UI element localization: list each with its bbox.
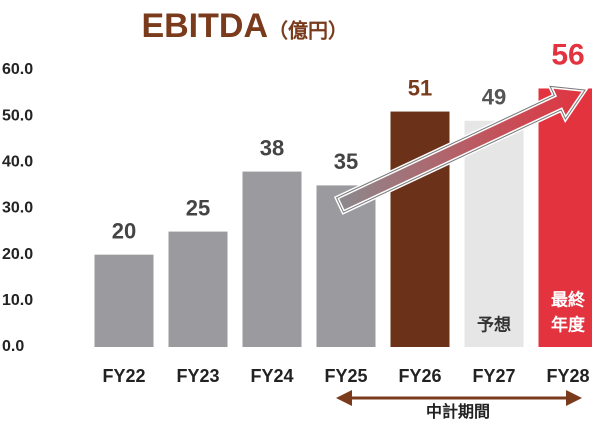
period-label: 中計期間 [426, 402, 490, 421]
trend-arrow-outline [335, 85, 586, 213]
bar [94, 254, 154, 347]
x-tick-label: FY25 [324, 366, 367, 386]
value-label: 56 [551, 38, 584, 71]
chart-subtitle: （億円） [268, 18, 348, 42]
x-tick-label: FY24 [250, 366, 293, 386]
bar-note: 年度 [551, 314, 586, 334]
value-label: 49 [482, 85, 506, 110]
bar-note: 最終 [551, 289, 586, 309]
plot: 0.0 10.0 20.0 30.0 40.0 50.0 60.0 FY22 20 FY23 25 F… [2, 38, 592, 386]
value-label: 25 [186, 195, 210, 220]
x-tick-label: FY23 [176, 366, 219, 386]
bar-note: 予想 [477, 314, 511, 334]
value-label: 35 [334, 149, 358, 174]
x-tick-label: FY27 [472, 366, 515, 386]
chart-title: EBITDA [141, 7, 268, 45]
y-tick-label: 40.0 [2, 154, 33, 171]
value-label: 38 [260, 135, 284, 160]
value-label: 51 [408, 75, 432, 100]
y-tick-label: 10.0 [2, 292, 33, 309]
y-tick-label: 0.0 [2, 338, 24, 355]
bar [538, 88, 592, 347]
y-tick-label: 20.0 [2, 246, 33, 263]
x-tick-label: FY26 [398, 366, 441, 386]
y-tick-label: 30.0 [2, 200, 33, 217]
value-label: 20 [112, 218, 136, 243]
period-arrow [336, 390, 582, 406]
y-tick-label: 50.0 [2, 107, 33, 124]
y-tick-label: 60.0 [2, 61, 33, 78]
bar [168, 231, 228, 347]
bar [242, 171, 302, 347]
x-tick-label: FY28 [546, 366, 589, 386]
bar [464, 120, 524, 348]
x-tick-label: FY22 [102, 366, 145, 386]
